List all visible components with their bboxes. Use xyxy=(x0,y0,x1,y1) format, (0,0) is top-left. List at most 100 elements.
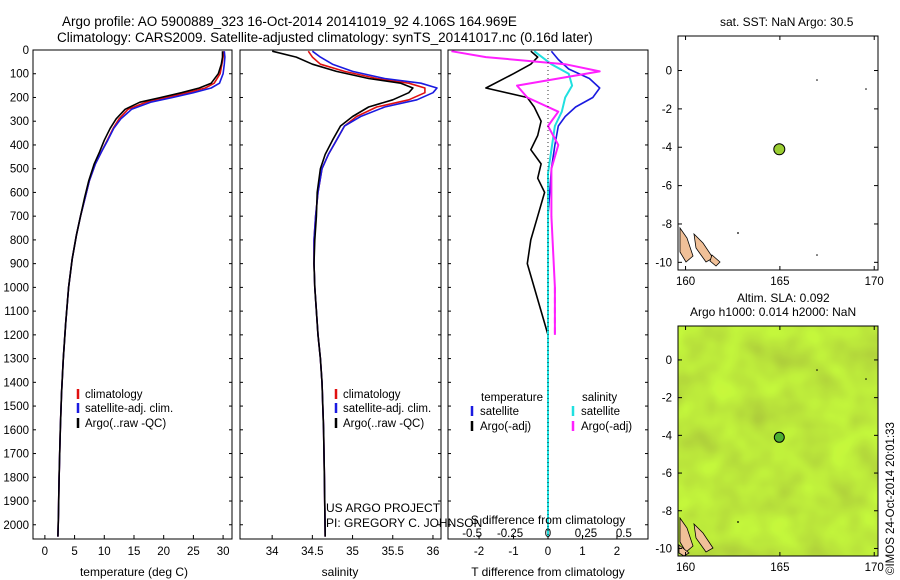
y-tick-label: 1200 xyxy=(3,330,29,342)
map-x-tick-label: 170 xyxy=(865,276,884,288)
imos-watermark: ©IMOS 24-Oct-2014 20:01:33 xyxy=(885,422,897,575)
credit-line2: PI: GREGORY C. JOHNSON xyxy=(326,516,482,530)
legend-label: climatology xyxy=(343,389,401,401)
map-y-tick-label: -10 xyxy=(655,543,672,555)
x-tick-label: 25 xyxy=(187,546,200,558)
legend-label: climatology xyxy=(85,389,143,401)
legend-label: Argo(-adj) xyxy=(581,421,632,433)
y-tick-label: 1800 xyxy=(3,472,29,484)
figure-title-line1: Argo profile: AO 5900889_323 16-Oct-2014… xyxy=(62,14,517,29)
legend-label: satellite-adj. clim. xyxy=(85,403,173,415)
series-line-satellite xyxy=(311,50,438,537)
map-y-tick-label: -6 xyxy=(662,181,672,193)
legend-label: Argo(..raw -QC) xyxy=(343,418,424,430)
map-y-tick-label: -4 xyxy=(662,142,673,154)
x-tick-label: 36 xyxy=(427,546,440,558)
map-x-tick-label: 165 xyxy=(770,562,789,574)
y-tick-label: 2000 xyxy=(3,520,29,532)
x-tick-label: 1 xyxy=(579,546,585,558)
map-x-tick-label: 160 xyxy=(676,276,695,288)
y-tick-label: 1700 xyxy=(3,449,29,461)
coastline-shapes xyxy=(679,79,867,267)
legend-header: salinity xyxy=(582,392,617,404)
y-tick-label: 1000 xyxy=(3,282,29,294)
map-y-tick-label: -10 xyxy=(655,257,672,269)
map-y-tick-label: -2 xyxy=(662,104,672,116)
y-tick-label: 700 xyxy=(10,211,29,223)
x-tick-label: 34 xyxy=(266,546,279,558)
x-axis-label: salinity xyxy=(322,565,359,579)
x-tick-label: -1 xyxy=(508,546,518,558)
y-tick-label: 200 xyxy=(10,92,29,104)
x-tick-label: -2 xyxy=(474,546,484,558)
map-y-tick-label: -2 xyxy=(662,393,672,405)
legend-label: satellite xyxy=(480,406,519,418)
series-line-argo xyxy=(57,51,224,537)
sst-map-title: sat. SST: NaN Argo: 30.5 xyxy=(720,15,854,29)
y-tick-label: 1500 xyxy=(3,401,29,413)
series-line-satellite xyxy=(57,51,226,537)
y-tick-label: 1600 xyxy=(3,425,29,437)
y-tick-label: 1300 xyxy=(3,354,29,366)
sla-map-title: Altim. SLA: 0.092 xyxy=(737,291,830,305)
x-tick-label: 5 xyxy=(71,546,77,558)
y-tick-label: 500 xyxy=(10,164,29,176)
map-x-tick-label: 170 xyxy=(865,562,884,574)
series-line-climatology xyxy=(57,51,225,537)
map-x-tick-label: 160 xyxy=(676,562,695,574)
legend-label: satellite-adj. clim. xyxy=(343,403,431,415)
argo-location-marker xyxy=(773,431,785,443)
series-line-climatology xyxy=(307,50,426,537)
legend-label: Argo(..raw -QC) xyxy=(85,418,166,430)
x-tick-label: 0 xyxy=(545,546,551,558)
y-tick-label: 300 xyxy=(10,116,29,128)
credit-line1: US ARGO PROJECT xyxy=(326,501,441,515)
y-tick-label: 100 xyxy=(10,69,29,81)
y-tick-label: 0 xyxy=(23,45,29,57)
x-tick2-label: -0.25 xyxy=(497,528,523,540)
map-y-tick-label: 0 xyxy=(666,355,672,367)
series-line-sal_argo xyxy=(451,50,601,335)
sla-map-panel: Altim. SLA: 0.092 Argo h1000: 0.014 h200… xyxy=(677,291,879,557)
series-line-sal_sat xyxy=(533,50,574,537)
x-tick2-label: 0.25 xyxy=(575,528,597,540)
x-axis-label: temperature (deg C) xyxy=(80,565,188,579)
map-y-tick-label: -8 xyxy=(662,506,672,518)
x-tick-label: 30 xyxy=(217,546,230,558)
x-tick-label: 0 xyxy=(42,546,48,558)
legend-label: Argo(-adj) xyxy=(480,421,531,433)
x-tick-label: 2 xyxy=(614,546,620,558)
x-tick-label: 20 xyxy=(157,546,170,558)
sla-map-subtitle: Argo h1000: 0.014 h2000: NaN xyxy=(690,305,856,319)
map-y-tick-label: -6 xyxy=(662,468,672,480)
x-axis-label-2: S difference from climatology xyxy=(471,513,626,527)
series-line-argo xyxy=(485,50,549,336)
figure-title-line2: Climatology: CARS2009. Satellite-adjuste… xyxy=(57,30,593,45)
x-tick-label: 10 xyxy=(98,546,111,558)
x-tick-label: 34.5 xyxy=(301,546,323,558)
temperature-panel xyxy=(32,49,233,540)
legend-header: temperature xyxy=(481,392,543,404)
map-y-tick-label: -8 xyxy=(662,219,672,231)
map-y-tick-label: -4 xyxy=(662,430,673,442)
sst-map-panel: sat. SST: NaN Argo: 30.5 xyxy=(677,15,879,271)
y-tick-label: 1900 xyxy=(3,496,29,508)
x-tick2-label: 0.5 xyxy=(616,528,632,540)
y-tick-label: 1400 xyxy=(3,377,29,389)
series-line-argo xyxy=(272,50,414,537)
salinity-panel xyxy=(239,49,442,540)
x-tick2-label: -0.5 xyxy=(462,528,482,540)
argo-location-marker xyxy=(773,143,786,156)
y-tick-label: 800 xyxy=(10,235,29,247)
x-axis-label: T difference from climatology xyxy=(471,565,625,579)
x-tick-label: 35 xyxy=(346,546,359,558)
y-tick-label: 1100 xyxy=(4,306,29,318)
x-tick-label: 15 xyxy=(128,546,141,558)
y-tick-label: 400 xyxy=(10,140,29,152)
map-y-tick-label: 0 xyxy=(666,66,672,78)
y-tick-label: 600 xyxy=(10,187,29,199)
coastline-shapes-sla xyxy=(678,369,867,557)
legend-label: satellite xyxy=(581,406,620,418)
y-tick-label: 900 xyxy=(10,259,29,271)
